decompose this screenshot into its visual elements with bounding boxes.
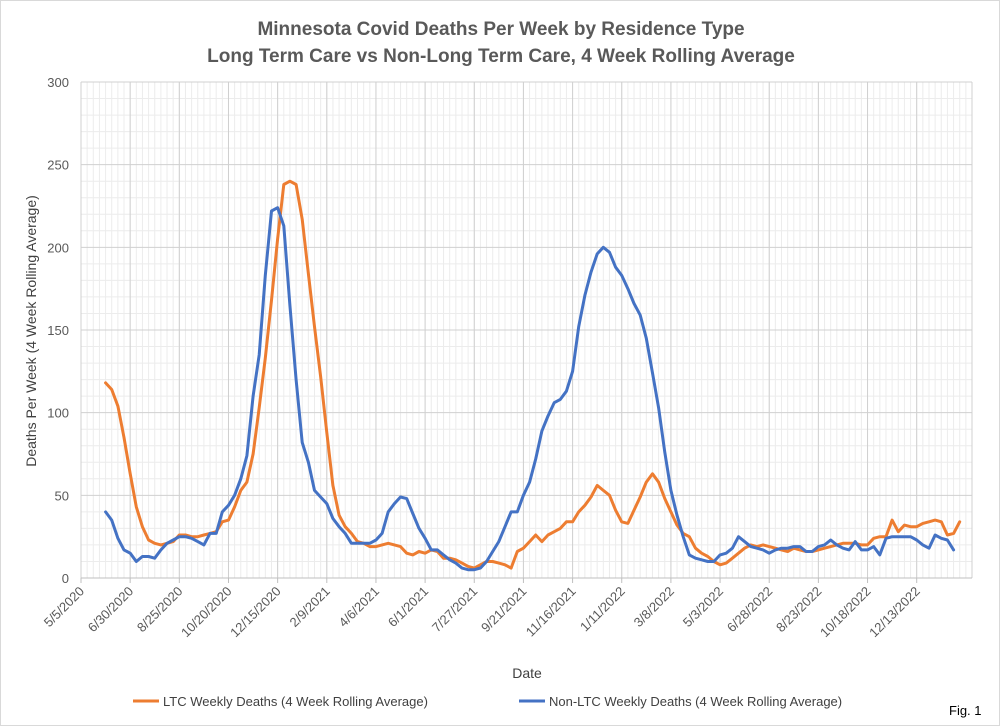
x-axis-title: Date — [512, 665, 542, 681]
y-tick-label: 200 — [47, 240, 69, 255]
x-tick-label: 4/6/2021 — [336, 584, 382, 630]
x-tick-label: 5/3/2022 — [680, 584, 726, 630]
y-axis-title: Deaths Per Week (4 Week Rolling Average) — [23, 195, 39, 467]
x-tick-label: 10/18/2022 — [817, 584, 874, 641]
series-line-non-ltc — [104, 206, 956, 572]
x-tick-label: 12/15/2020 — [227, 584, 284, 641]
chart-subtitle: Long Term Care vs Non-Long Term Care, 4 … — [207, 46, 795, 67]
y-tick-label: 300 — [47, 75, 69, 90]
y-tick-labels: 0 50 100 150 200 250 300 — [47, 75, 69, 586]
figure-label: Fig. 1 — [949, 703, 982, 718]
legend: LTC Weekly Deaths (4 Week Rolling Averag… — [133, 694, 842, 709]
x-tick-label: 6/28/2022 — [724, 584, 776, 636]
series-line-ltc — [104, 179, 962, 570]
legend-label-ltc: LTC Weekly Deaths (4 Week Rolling Averag… — [163, 694, 428, 709]
series-lines — [104, 179, 962, 572]
x-tick-label: 8/25/2020 — [134, 584, 186, 636]
x-tick-label: 1/11/2022 — [577, 584, 628, 635]
x-tick-label: 6/1/2021 — [385, 584, 431, 630]
x-tick-label: 7/27/2021 — [429, 584, 481, 636]
x-tick-labels: 5/5/20206/30/20208/25/202010/20/202012/1… — [41, 584, 923, 641]
x-tick-label: 12/13/2022 — [866, 584, 923, 641]
y-tick-label: 150 — [47, 323, 69, 338]
y-tick-label: 250 — [47, 158, 69, 173]
y-tick-label: 0 — [62, 571, 69, 586]
chart-title: Minnesota Covid Deaths Per Week by Resid… — [257, 19, 744, 40]
x-tick-label: 6/30/2020 — [85, 584, 137, 636]
x-tick-label: 5/5/2020 — [41, 584, 87, 630]
x-tick-label: 9/21/2021 — [478, 584, 530, 636]
y-tick-label: 100 — [47, 406, 69, 421]
x-tick-label: 8/23/2022 — [773, 584, 825, 636]
x-tick-label: 11/16/2021 — [523, 584, 579, 640]
major-gridlines — [80, 81, 973, 583]
y-tick-label: 50 — [55, 488, 69, 503]
x-tick-label: 2/9/2021 — [287, 584, 333, 630]
legend-label-non-ltc: Non-LTC Weekly Deaths (4 Week Rolling Av… — [549, 694, 842, 709]
x-tick-label: 10/20/2020 — [178, 584, 235, 641]
x-tick-label: 3/8/2022 — [631, 584, 677, 630]
